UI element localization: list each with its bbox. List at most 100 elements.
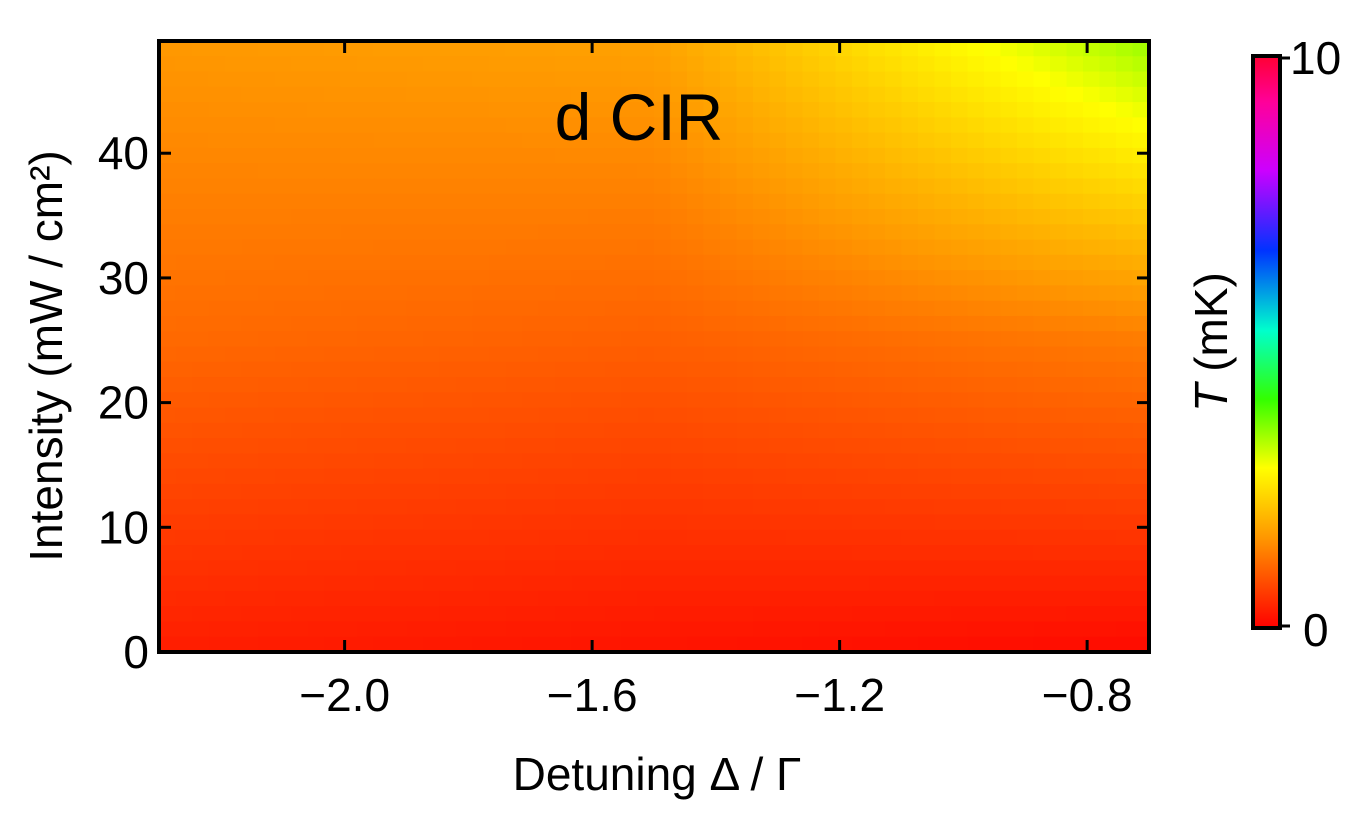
heatmap-cell [819,514,837,531]
heatmap-cell [819,193,837,210]
heatmap-cell [951,300,969,317]
heatmap-cell [208,163,226,180]
heatmap-cell [456,254,474,271]
heatmap-cell [819,483,837,500]
heatmap-cell [621,117,639,134]
heatmap-cell [324,285,342,302]
heatmap-cell [373,300,391,317]
heatmap-cell [753,590,771,607]
heatmap-cell [390,71,408,88]
heatmap-cell [390,377,408,393]
heatmap-cell [637,560,655,577]
heatmap-cell [489,590,507,607]
heatmap-cell [307,468,325,485]
heatmap-cell [225,163,243,180]
heatmap-cell [769,239,787,256]
heatmap-cell [225,254,243,271]
heatmap-cell [670,71,688,88]
heatmap-cell [1099,407,1117,424]
heatmap-cell [538,361,556,378]
heatmap-cell [175,636,193,653]
heatmap-cell [291,209,309,225]
heatmap-cell [291,407,309,424]
heatmap-cell [522,483,540,500]
heatmap-cell [208,545,226,561]
heatmap-cell [654,270,672,287]
heatmap-cell [571,377,589,393]
heatmap-cell [951,377,969,393]
heatmap-cell [225,377,243,393]
heatmap-cell [324,529,342,546]
heatmap-cell [703,102,721,118]
heatmap-cell [934,41,952,57]
heatmap-cell [967,468,985,485]
heatmap-cell [208,270,226,287]
heatmap-cell [423,392,441,409]
heatmap-cell [1116,422,1134,439]
heatmap-cell [720,147,738,164]
heatmap-cell [736,636,754,653]
heatmap-cell [1066,132,1084,149]
heatmap-cells [159,41,1150,653]
heatmap-cell [472,361,490,378]
heatmap-cell [621,529,639,546]
heatmap-cell [967,102,985,118]
heatmap-cell [951,315,969,332]
heatmap-cell [769,193,787,210]
heatmap-cell [736,483,754,500]
heatmap-cell [918,331,936,348]
heatmap-cell [604,132,622,149]
heatmap-cell [258,483,276,500]
heatmap-cell [637,163,655,180]
heatmap-cell [159,56,177,73]
heatmap-cell [835,575,853,592]
heatmap-cell [357,377,375,393]
heatmap-cell [720,468,738,485]
heatmap-cell [1000,147,1018,164]
heatmap-cell [291,621,309,638]
heatmap-cell [1050,71,1068,88]
heatmap-cell [291,453,309,470]
heatmap-cell [588,86,606,103]
heatmap-cell [769,102,787,118]
heatmap-cell [835,41,853,57]
heatmap-cell [307,361,325,378]
heatmap-cell [934,163,952,180]
heatmap-cell [885,147,903,164]
heatmap-cell [835,209,853,225]
heatmap-cell [1132,361,1150,378]
heatmap-cell [670,315,688,332]
heatmap-cell [1132,331,1150,348]
heatmap-cell [555,392,573,409]
heatmap-cell [340,453,358,470]
x-axis-label: Detuning Δ / Γ [513,748,802,800]
heatmap-cell [670,422,688,439]
heatmap-cell [1050,560,1068,577]
heatmap-cell [225,209,243,225]
heatmap-cell [324,392,342,409]
heatmap-cell [1132,453,1150,470]
heatmap-cell [373,606,391,623]
heatmap-cell [439,86,457,103]
heatmap-cell [423,254,441,271]
heatmap-cell [390,132,408,149]
heatmap-cell [769,147,787,164]
heatmap-cell [505,41,523,57]
heatmap-cell [192,331,210,348]
heatmap-cell [175,621,193,638]
heatmap-cell [967,239,985,256]
heatmap-cell [505,499,523,516]
heatmap-cell [588,422,606,439]
heatmap-cell [208,514,226,531]
heatmap-cell [373,193,391,210]
heatmap-cell [753,315,771,332]
heatmap-cell [901,315,919,332]
heatmap-cell [687,407,705,424]
heatmap-cell [489,224,507,241]
heatmap-cell [1066,422,1084,439]
heatmap-cell [1116,483,1134,500]
heatmap-cell [753,529,771,546]
heatmap-cell [208,56,226,73]
heatmap-cell [274,438,292,455]
heatmap-cell [423,590,441,607]
